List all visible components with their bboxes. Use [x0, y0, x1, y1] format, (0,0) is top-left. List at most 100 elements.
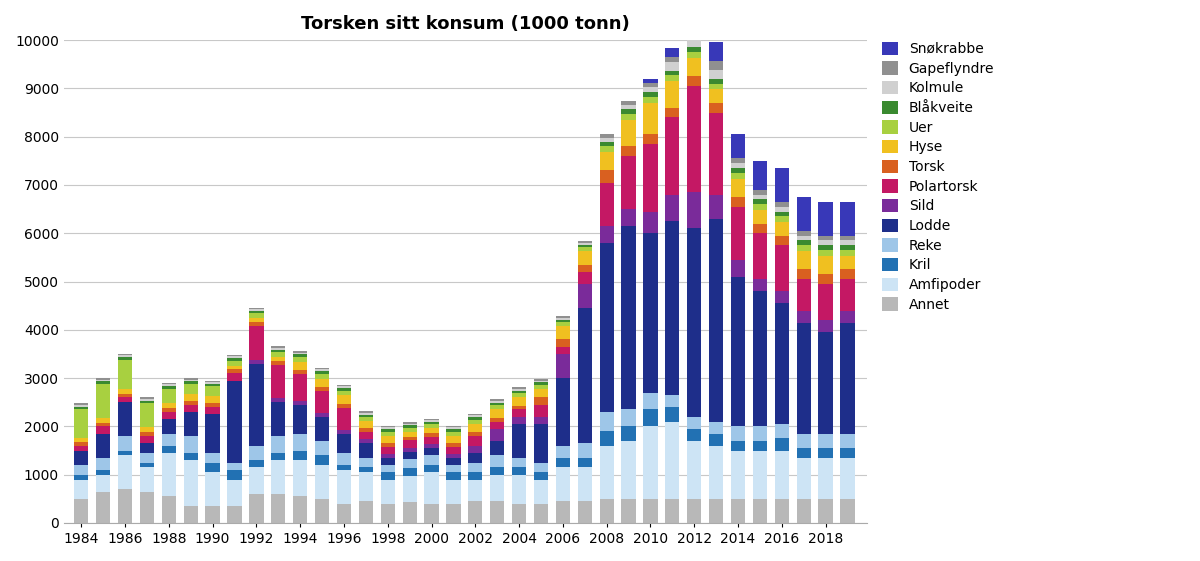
Bar — [337, 408, 352, 430]
Bar — [205, 384, 220, 387]
Bar — [468, 432, 482, 436]
Bar — [512, 410, 527, 417]
Bar — [534, 380, 548, 383]
Bar — [380, 429, 395, 432]
Bar — [622, 109, 636, 114]
Bar — [96, 378, 110, 380]
Bar — [775, 211, 788, 217]
Bar — [643, 103, 658, 134]
Bar — [490, 399, 504, 401]
Bar — [797, 269, 811, 279]
Bar — [359, 472, 373, 501]
Bar — [818, 250, 833, 256]
Bar — [337, 470, 352, 504]
Bar — [665, 57, 679, 62]
Bar — [600, 431, 613, 445]
Bar — [425, 444, 439, 448]
Bar — [359, 417, 373, 421]
Bar — [512, 387, 527, 389]
Bar — [840, 458, 854, 499]
Bar — [490, 475, 504, 501]
Bar — [775, 499, 788, 523]
Bar — [250, 314, 264, 318]
Bar — [227, 380, 241, 463]
Bar — [512, 475, 527, 504]
Bar — [380, 458, 395, 465]
Bar — [818, 448, 833, 458]
Bar — [600, 445, 613, 499]
Bar — [293, 496, 307, 523]
Bar — [840, 434, 854, 448]
Bar — [227, 366, 241, 370]
Bar — [271, 346, 286, 348]
Bar — [446, 435, 461, 443]
Bar — [425, 437, 439, 444]
Bar — [118, 402, 132, 436]
Bar — [534, 417, 548, 424]
Bar — [74, 499, 89, 523]
Bar — [534, 379, 548, 380]
Bar — [622, 426, 636, 441]
Bar — [271, 453, 286, 460]
Bar — [74, 403, 89, 404]
Bar — [162, 387, 176, 389]
Bar — [425, 422, 439, 425]
Bar — [490, 441, 504, 456]
Bar — [797, 310, 811, 323]
Bar — [665, 75, 679, 81]
Bar — [622, 226, 636, 410]
Bar — [271, 494, 286, 523]
Bar — [490, 405, 504, 409]
Bar — [250, 445, 264, 460]
Bar — [140, 453, 154, 463]
Bar — [665, 117, 679, 195]
Bar — [752, 190, 767, 195]
Bar — [622, 441, 636, 499]
Bar — [227, 463, 241, 470]
Bar — [556, 347, 570, 354]
Bar — [184, 401, 198, 404]
Bar — [468, 415, 482, 417]
Bar — [250, 460, 264, 467]
Bar — [227, 480, 241, 506]
Bar — [840, 236, 854, 241]
Bar — [293, 404, 307, 434]
Bar — [556, 378, 570, 445]
Bar — [359, 415, 373, 417]
Bar — [402, 432, 416, 436]
Bar — [293, 460, 307, 496]
Bar — [665, 108, 679, 117]
Bar — [797, 241, 811, 245]
Bar — [337, 404, 352, 408]
Bar — [402, 424, 416, 425]
Bar — [731, 197, 745, 206]
Bar — [775, 439, 788, 450]
Bar — [337, 387, 352, 388]
Bar — [96, 422, 110, 426]
Bar — [184, 453, 198, 460]
Bar — [293, 401, 307, 404]
Bar — [118, 456, 132, 489]
Bar — [709, 70, 724, 79]
Bar — [556, 320, 570, 322]
Bar — [402, 476, 416, 502]
Bar — [380, 435, 395, 443]
Bar — [250, 307, 264, 309]
Bar — [665, 221, 679, 395]
Bar — [665, 395, 679, 407]
Bar — [577, 241, 592, 243]
Bar — [622, 146, 636, 156]
Bar — [293, 450, 307, 460]
Bar — [118, 489, 132, 523]
Bar — [665, 71, 679, 75]
Bar — [534, 389, 548, 397]
Bar — [665, 48, 679, 57]
Bar — [205, 415, 220, 453]
Bar — [402, 448, 416, 452]
Bar — [665, 407, 679, 421]
Legend: Snøkrabbe, Gapeflyndre, Kolmule, Blåkveite, Uer, Hyse, Torsk, Polartorsk, Sild, : Snøkrabbe, Gapeflyndre, Kolmule, Blåkvei… — [878, 38, 998, 316]
Bar — [314, 441, 329, 456]
Bar — [731, 163, 745, 168]
Bar — [227, 356, 241, 358]
Bar — [840, 269, 854, 279]
